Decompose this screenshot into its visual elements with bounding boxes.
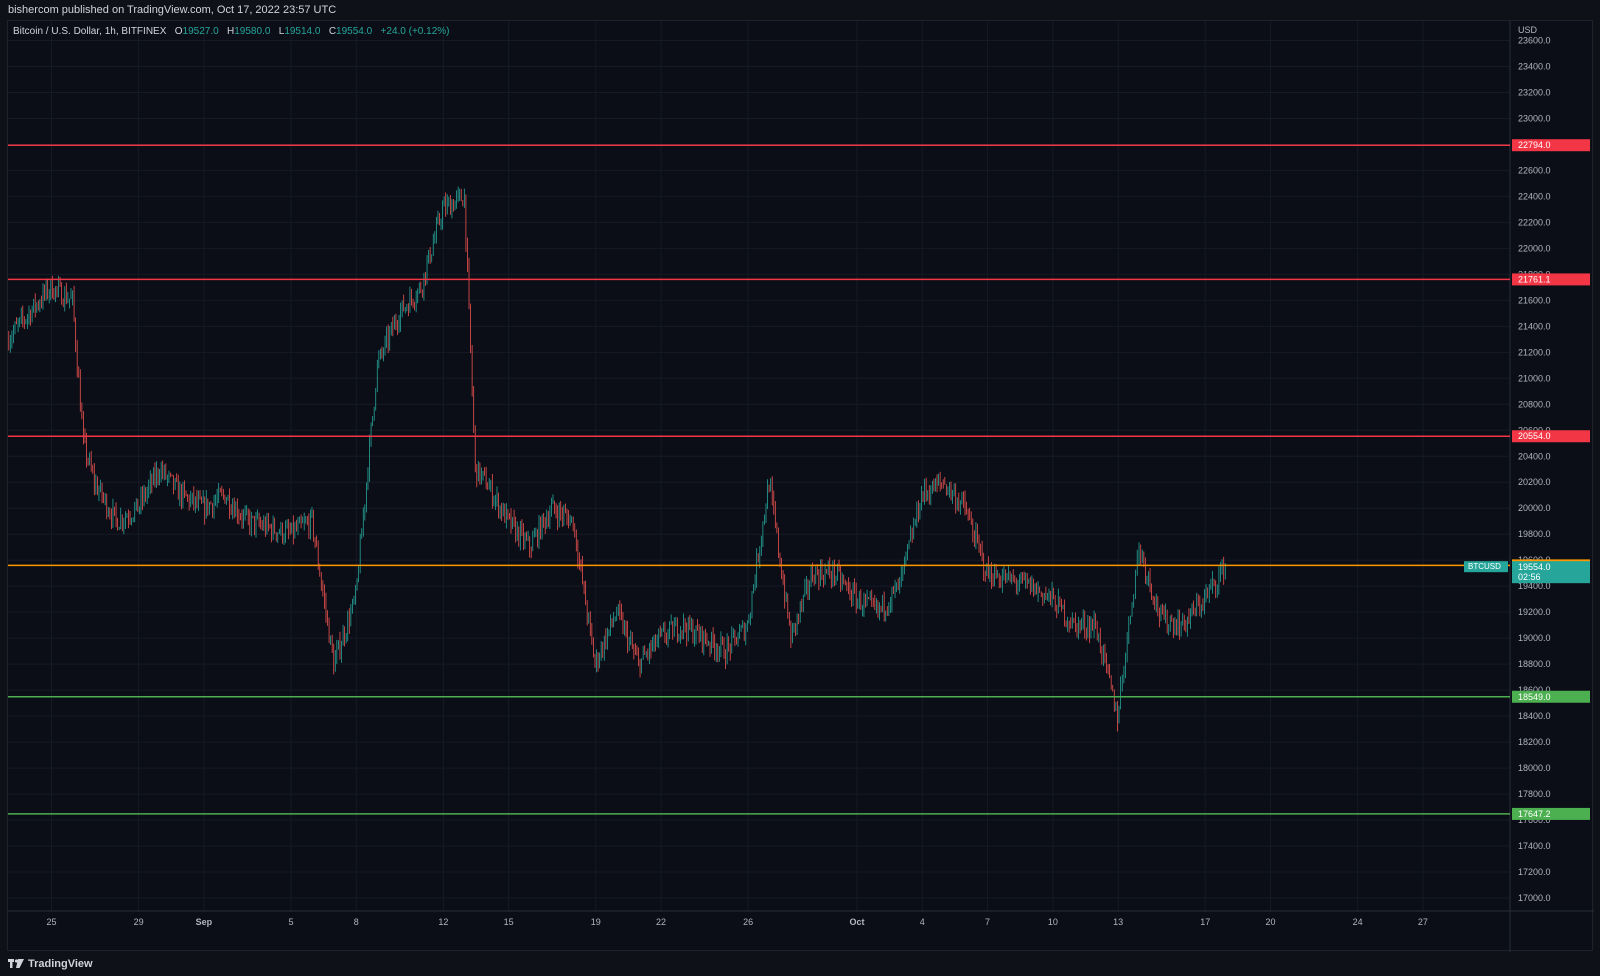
price-tick-label: 22000.0 xyxy=(1518,243,1551,253)
price-tick-label: 18800.0 xyxy=(1518,659,1551,669)
time-tick-label: 5 xyxy=(288,917,293,927)
publish-info: bishercom published on TradingView.com, … xyxy=(8,4,337,16)
price-tick-label: 17000.0 xyxy=(1518,893,1551,903)
tradingview-icon xyxy=(8,959,24,968)
time-tick-label: 4 xyxy=(920,917,925,927)
price-tick-label: 18600.0 xyxy=(1518,685,1551,695)
level-tag xyxy=(1512,807,1590,820)
level-tag-label: 18549.0 xyxy=(1518,692,1551,702)
countdown-label: 02:56 xyxy=(1518,572,1541,582)
price-tick-label: 23000.0 xyxy=(1518,113,1551,123)
price-tick-label: 22400.0 xyxy=(1518,191,1551,201)
time-tick-label: 13 xyxy=(1113,917,1123,927)
symbol-title[interactable]: Bitcoin / U.S. Dollar, 1h, BITFINEX xyxy=(13,26,167,37)
level-tag xyxy=(1512,139,1590,152)
time-tick-label: 19 xyxy=(591,917,601,927)
price-tick-label: 21000.0 xyxy=(1518,373,1551,383)
brand-name: TradingView xyxy=(28,958,93,970)
price-tick-label: 17400.0 xyxy=(1518,841,1551,851)
level-tag-label: 22794.0 xyxy=(1518,140,1551,150)
level-tag xyxy=(1512,690,1590,703)
price-tick-label: 17800.0 xyxy=(1518,789,1551,799)
price-tick-label: 22600.0 xyxy=(1518,165,1551,175)
level-tag-label: 21761.1 xyxy=(1518,274,1551,284)
level-tag-label: 17647.2 xyxy=(1518,809,1551,819)
level-tag-label: 20554.0 xyxy=(1518,431,1551,441)
time-tick-label: Oct xyxy=(849,917,864,927)
price-tick-label: 18200.0 xyxy=(1518,737,1551,747)
price-tick-label: 20400.0 xyxy=(1518,451,1551,461)
price-tick-label: 18400.0 xyxy=(1518,711,1551,721)
open-label: O xyxy=(174,26,183,37)
price-tick-label: 20000.0 xyxy=(1518,503,1551,513)
publish-header: bishercom published on TradingView.com, … xyxy=(0,0,1600,20)
price-tick-label: 18000.0 xyxy=(1518,763,1551,773)
close-value: 19554.0 xyxy=(336,26,373,37)
chart-canvas[interactable]: USD 17000.0 17200.0 17400.0 17600.0 17800.0 18… xyxy=(8,21,1594,952)
symbol-legend: Bitcoin / U.S. Dollar, 1h, BITFINEX O195… xyxy=(13,25,449,39)
price-tick-label: 20200.0 xyxy=(1518,477,1551,487)
time-tick-label: 27 xyxy=(1418,917,1428,927)
price-tick-label: 19400.0 xyxy=(1518,581,1551,591)
time-tick-label: 22 xyxy=(656,917,666,927)
time-tick-label: Sep xyxy=(196,917,213,927)
price-tick-label: 19000.0 xyxy=(1518,633,1551,643)
low-value: 19514.0 xyxy=(284,26,321,37)
level-tag xyxy=(1512,273,1590,286)
symbol-tag xyxy=(1464,561,1508,573)
price-tick-label: 17600.0 xyxy=(1518,815,1551,825)
price-tick-label: 17200.0 xyxy=(1518,867,1551,877)
time-tick-label: 12 xyxy=(438,917,448,927)
time-tick-label: 15 xyxy=(504,917,514,927)
high-value: 19580.0 xyxy=(234,26,271,37)
price-tick-label: 23600.0 xyxy=(1518,35,1551,45)
level-tag xyxy=(1512,430,1590,443)
time-tick-label: 26 xyxy=(743,917,753,927)
time-tick-label: 24 xyxy=(1353,917,1363,927)
last-price-label: 19554.0 xyxy=(1518,562,1551,572)
high-label: H xyxy=(227,26,235,37)
last-price-tag xyxy=(1512,561,1590,584)
time-tick-label: 20 xyxy=(1266,917,1276,927)
close-label: C xyxy=(328,26,337,37)
price-tick-label: 19800.0 xyxy=(1518,529,1551,539)
price-tick-label: 23200.0 xyxy=(1518,87,1551,97)
time-tick-label: 29 xyxy=(134,917,144,927)
low-label: L xyxy=(278,26,285,37)
time-tick-label: 7 xyxy=(985,917,990,927)
time-tick-label: 8 xyxy=(354,917,359,927)
time-tick-label: 17 xyxy=(1200,917,1210,927)
time-tick-label: 25 xyxy=(47,917,57,927)
price-tick-label: 21600.0 xyxy=(1518,295,1551,305)
price-tick-label: 21400.0 xyxy=(1518,321,1551,331)
time-tick-label: 10 xyxy=(1048,917,1058,927)
chart-panel[interactable]: USD 17000.0 17200.0 17400.0 17600.0 17800.0 18… xyxy=(7,20,1594,952)
symbol-tag-label: BTCUSD xyxy=(1468,562,1501,571)
price-tick-label: 21200.0 xyxy=(1518,347,1551,357)
tradingview-logo[interactable]: TradingView xyxy=(8,958,93,970)
price-tick-label: 23400.0 xyxy=(1518,61,1551,71)
axis-unit: USD xyxy=(1518,25,1538,35)
price-tick-label: 19200.0 xyxy=(1518,607,1551,617)
price-tick-label: 22200.0 xyxy=(1518,217,1551,227)
price-tick-label: 20800.0 xyxy=(1518,399,1551,409)
change-value: +24.0 (+0.12%) xyxy=(380,26,450,37)
footer: TradingView xyxy=(0,952,1600,976)
open-value: 19527.0 xyxy=(182,26,219,37)
